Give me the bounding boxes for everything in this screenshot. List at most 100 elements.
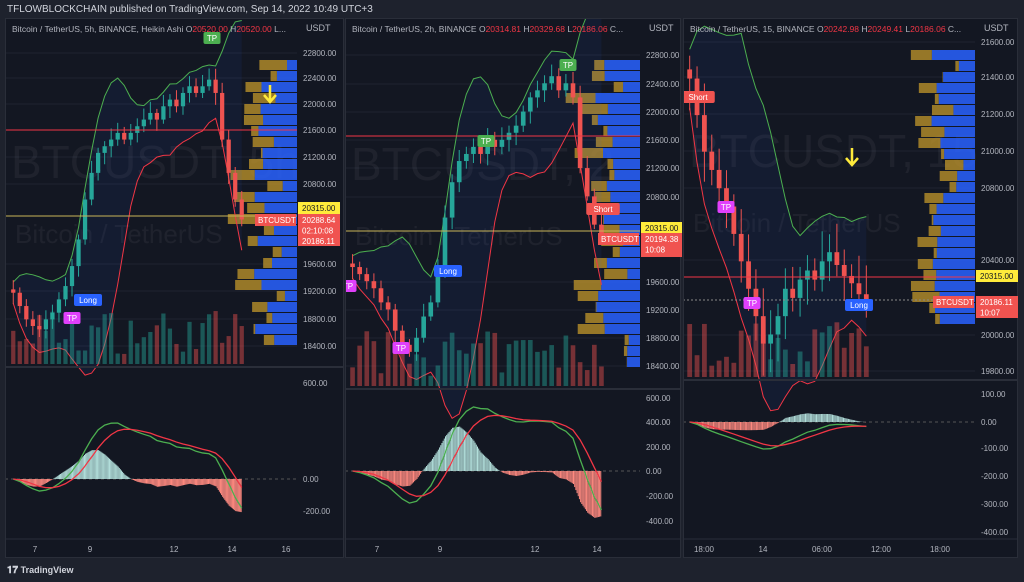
signal-marker-label: Long <box>850 301 868 310</box>
volume-bar <box>760 334 766 377</box>
volume-profile-up <box>933 215 975 225</box>
macd-histogram-bar <box>589 471 591 515</box>
macd-histogram-bar <box>392 471 394 484</box>
symbol-badge <box>255 214 296 226</box>
macd-histogram-bar <box>219 479 221 494</box>
volume-bar <box>738 330 744 377</box>
chart-pane-1[interactable]: Bitcoin / TetherUS, 5h, BINANCE, Heikin … <box>5 18 344 558</box>
macd-histogram-bar <box>465 431 467 471</box>
signal-marker-label: Long <box>439 267 457 276</box>
alert-price-badge[interactable] <box>641 222 682 234</box>
macd-histogram-bar <box>776 422 778 424</box>
macd-histogram-bar <box>497 469 499 471</box>
macd-histogram-bar <box>74 464 76 479</box>
macd-histogram-bar <box>58 474 60 479</box>
macd-histogram-bar <box>174 479 176 487</box>
macd-histogram-bar <box>79 459 81 479</box>
volume-profile-up <box>623 82 640 92</box>
macd-histogram-bar <box>399 471 401 486</box>
signal-marker-long[interactable] <box>434 265 462 277</box>
signal-marker-tp[interactable] <box>477 135 495 147</box>
signal-marker-tp2[interactable] <box>717 201 735 213</box>
macd-histogram-bar <box>377 471 379 479</box>
volume-bar <box>174 343 179 364</box>
volume-bar <box>392 353 398 386</box>
header-o-label: O <box>185 24 193 34</box>
macd-histogram-bar <box>491 463 493 471</box>
signal-marker-tp2[interactable] <box>63 312 81 324</box>
volume-bar <box>213 311 218 364</box>
candle-body <box>11 289 16 293</box>
volume-profile-up <box>936 83 975 93</box>
macd-histogram-bar <box>563 471 565 479</box>
macd-histogram-bar <box>829 414 831 422</box>
last-price: 20288.64 <box>302 216 336 225</box>
signal-marker-tp2[interactable] <box>346 280 357 292</box>
macd-histogram-bar <box>150 479 152 484</box>
macd-histogram-bar <box>410 471 412 485</box>
candle-body <box>154 112 159 120</box>
volume-profile-down <box>247 236 258 246</box>
macd-histogram-bar <box>101 452 103 479</box>
signal-marker-tp2[interactable] <box>392 342 410 354</box>
macd-histogram-bar <box>517 471 519 476</box>
signal-marker-long[interactable] <box>74 294 102 306</box>
macd-histogram-bar <box>838 416 840 422</box>
signal-marker-tp[interactable] <box>203 32 221 44</box>
volume-profile-down <box>609 170 615 180</box>
signal-line <box>13 428 243 489</box>
header-more: C... <box>609 24 624 34</box>
price-axis-tick: 19600.00 <box>646 278 680 287</box>
signal-marker-long[interactable] <box>845 299 873 311</box>
macd-histogram-bar <box>123 473 125 479</box>
price-axis-tick: 19200.00 <box>646 306 680 315</box>
macd-histogram-bar <box>116 465 118 479</box>
volume-profile-down <box>263 258 273 268</box>
alert-price-badge[interactable] <box>976 270 1018 282</box>
price-axis-tick: 21600.00 <box>981 38 1015 47</box>
candle-body <box>220 92 225 140</box>
header-o: 20314.81 <box>485 24 522 34</box>
candle-body <box>499 139 505 147</box>
price-axis-tick: 22800.00 <box>303 49 337 58</box>
candle-body <box>414 337 419 352</box>
macd-histogram-bar <box>167 479 169 486</box>
volume-bar <box>731 362 737 377</box>
volume-profile-down <box>591 181 607 191</box>
macd-histogram-bar <box>840 416 842 422</box>
alert-price-badge[interactable] <box>298 202 340 214</box>
signal-marker-tp[interactable] <box>559 59 577 71</box>
chart-pane-3[interactable]: Bitcoin / TetherUS, 15, BINANCE O20242.9… <box>683 18 1018 558</box>
candle-body <box>206 79 212 87</box>
volume-bar <box>371 341 377 386</box>
volume-profile-up <box>627 357 640 367</box>
volume-profile-up <box>613 159 640 169</box>
macd-histogram-bar <box>435 453 437 471</box>
macd-histogram-bar <box>226 479 228 503</box>
candle-body <box>96 152 101 173</box>
signal-marker-tp2[interactable] <box>743 297 761 309</box>
volume-bar <box>109 313 114 364</box>
macd-histogram-bar <box>172 479 174 486</box>
volume-bar <box>827 326 832 377</box>
macd-line <box>13 422 243 509</box>
macd-histogram-bar <box>753 422 755 431</box>
macd-histogram-bar <box>102 453 104 479</box>
macd-histogram-bar <box>390 471 392 483</box>
macd-histogram-bar <box>428 463 430 471</box>
volume-profile-down <box>230 170 255 180</box>
symbol-label: BTCUSDT <box>601 235 639 244</box>
macd-histogram-bar <box>543 471 545 473</box>
macd-histogram-bar <box>812 413 814 422</box>
signal-marker-short[interactable] <box>684 91 715 103</box>
macd-histogram-bar <box>440 445 442 471</box>
candle-body <box>746 261 751 289</box>
chart-pane-2[interactable]: Bitcoin / TetherUS, 2h, BINANCE O20314.8… <box>345 18 682 559</box>
macd-histogram-bar <box>36 479 38 487</box>
macd-histogram-bar <box>565 471 567 480</box>
tradingview-logo[interactable]: 𝟏𝟕 TradingView <box>7 565 74 576</box>
signal-marker-short[interactable] <box>586 203 620 215</box>
